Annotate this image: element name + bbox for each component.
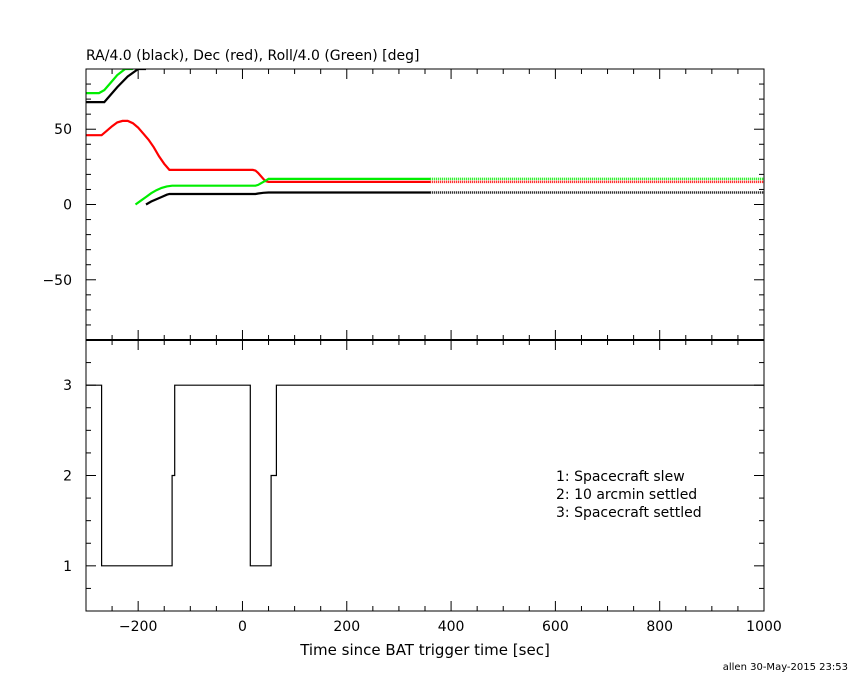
top-panel-title: RA/4.0 (black), Dec (red), Roll/4.0 (Gre… [86,48,419,64]
x-tick-label: 800 [646,619,673,635]
top-axis-ticks: −50 0 50 [42,68,765,341]
roll-line [86,69,133,95]
x-tick-label: 600 [542,619,569,635]
legend: 1: Spacecraft slew 2: 10 arcmin settled … [556,469,702,521]
bottom-panel: 1 2 3 −200 0 200 400 600 800 1000 1: Spacecraft s… [63,339,782,659]
top-plot-frame [85,68,765,341]
bottom-series [86,384,764,567]
y-tick-label: 0 [63,198,72,214]
x-tick-label: 1000 [746,619,782,635]
y-tick-label: 50 [54,122,72,138]
y-tick-label: 2 [63,469,72,485]
legend-item-2: 2: 10 arcmin settled [556,487,697,503]
x-tick-label: 400 [438,619,465,635]
status-line [86,384,764,567]
x-tick-label: −200 [119,619,157,635]
y-tick-label: 3 [63,378,72,394]
x-tick-label: 0 [238,619,247,635]
x-axis-label: Time since BAT trigger time [sec] [299,641,550,659]
top-panel: RA/4.0 (black), Dec (red), Roll/4.0 (Gre… [42,48,765,341]
legend-item-1: 1: Spacecraft slew [556,469,685,485]
dec-line [86,119,431,183]
top-series [86,69,764,206]
roll-line [134,177,431,206]
ra-line [86,69,146,104]
x-tick-label: 200 [333,619,360,635]
y-tick-label: 1 [63,559,72,575]
footer-stamp: allen 30-May-2015 23:53 [722,662,848,673]
y-tick-label: −50 [42,273,72,289]
ra-line [145,191,431,206]
legend-item-3: 3: Spacecraft settled [556,505,702,521]
